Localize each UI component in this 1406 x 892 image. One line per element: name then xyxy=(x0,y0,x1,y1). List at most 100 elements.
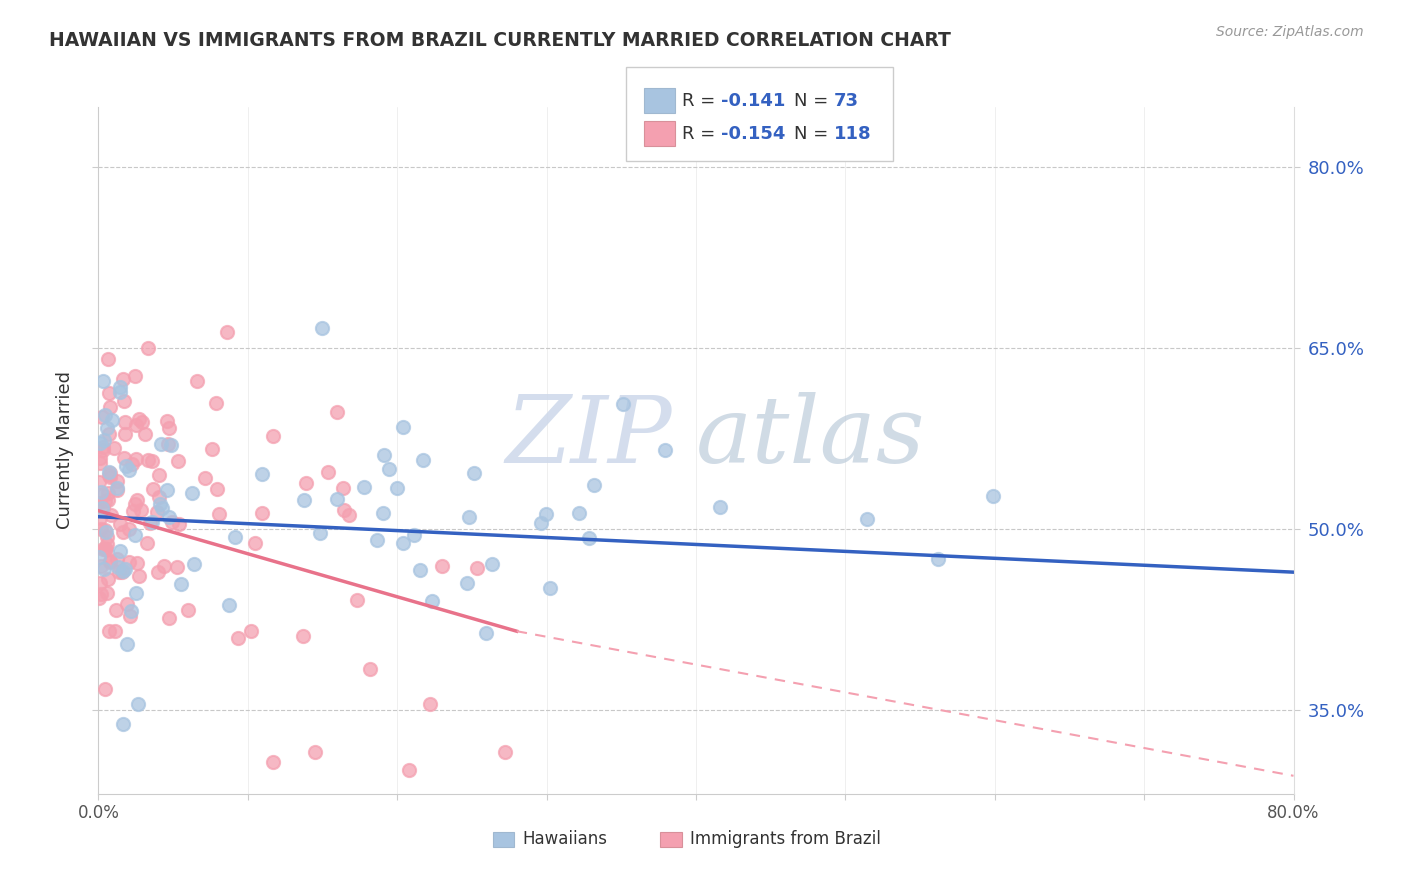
Point xyxy=(142,482,165,496)
Point xyxy=(124,368,146,383)
Point xyxy=(139,516,162,530)
Point xyxy=(97,385,120,400)
Point xyxy=(529,516,551,530)
Point xyxy=(91,409,114,424)
Point xyxy=(90,559,112,574)
Point xyxy=(709,500,731,514)
Point xyxy=(91,542,114,557)
Point xyxy=(120,604,142,618)
Point xyxy=(94,524,117,539)
Point xyxy=(371,506,394,520)
Point xyxy=(100,400,122,414)
Point xyxy=(127,698,149,712)
Point xyxy=(97,352,120,367)
Point xyxy=(90,501,112,516)
Point xyxy=(149,497,172,511)
Point xyxy=(93,434,115,448)
Point xyxy=(146,505,169,519)
Point xyxy=(292,492,315,507)
Point xyxy=(208,507,231,521)
Point xyxy=(262,755,284,769)
Point xyxy=(262,428,284,442)
Point xyxy=(124,497,146,511)
Point xyxy=(97,485,120,500)
Point xyxy=(291,629,314,643)
Point xyxy=(494,745,516,759)
Point xyxy=(373,448,395,462)
Point xyxy=(89,511,111,525)
Point xyxy=(159,610,181,624)
Point xyxy=(124,451,146,466)
Point xyxy=(156,414,179,428)
Point xyxy=(148,490,170,504)
Point xyxy=(89,456,111,470)
Point xyxy=(465,561,488,575)
Point xyxy=(157,421,180,435)
Point xyxy=(91,374,114,388)
Text: R =: R = xyxy=(682,92,721,110)
Point xyxy=(115,597,138,611)
Point xyxy=(391,419,413,434)
Point xyxy=(183,558,205,572)
Point xyxy=(162,515,184,529)
Point xyxy=(146,565,169,579)
Point xyxy=(105,551,128,566)
Point xyxy=(96,421,118,435)
Point xyxy=(105,602,128,616)
Point xyxy=(98,466,121,480)
Point xyxy=(150,501,173,516)
Point xyxy=(96,585,118,599)
Point xyxy=(366,533,388,548)
Point xyxy=(89,475,111,490)
Point xyxy=(100,508,122,522)
Point xyxy=(136,536,159,550)
Point xyxy=(98,427,121,442)
Point xyxy=(243,536,266,550)
Point xyxy=(240,624,263,638)
Point xyxy=(855,512,877,526)
Point xyxy=(353,479,375,493)
Point xyxy=(98,554,121,568)
Point xyxy=(304,745,326,759)
Point xyxy=(359,662,381,676)
Point xyxy=(89,575,111,590)
Point xyxy=(108,565,131,579)
Point xyxy=(104,624,127,639)
Point xyxy=(311,321,333,335)
Point xyxy=(118,608,141,623)
Text: -0.154: -0.154 xyxy=(721,125,786,143)
Point xyxy=(250,467,273,482)
Point xyxy=(205,482,228,496)
Point xyxy=(108,384,131,399)
Point xyxy=(89,435,111,450)
Point xyxy=(141,516,163,530)
Point xyxy=(118,522,141,536)
Point xyxy=(166,560,188,574)
Point xyxy=(121,457,143,471)
Point xyxy=(612,397,634,411)
Point xyxy=(114,562,136,576)
Text: ZIP: ZIP xyxy=(505,392,672,482)
Point xyxy=(93,523,115,537)
Point xyxy=(125,586,148,600)
Point xyxy=(224,530,246,544)
Point xyxy=(156,483,179,497)
Point xyxy=(177,603,200,617)
Point xyxy=(392,536,415,550)
Point xyxy=(108,544,131,558)
Point xyxy=(409,563,432,577)
Point xyxy=(114,427,136,442)
Point xyxy=(157,510,180,524)
Point xyxy=(534,507,557,521)
Point xyxy=(156,437,179,451)
Point xyxy=(420,594,443,608)
Point xyxy=(160,438,183,452)
Point xyxy=(97,624,120,639)
Point xyxy=(568,506,591,520)
Text: Hawaiians: Hawaiians xyxy=(523,830,607,847)
Point xyxy=(94,681,117,696)
Point xyxy=(94,408,117,422)
Point xyxy=(97,465,120,479)
Point xyxy=(430,559,453,574)
Point xyxy=(112,717,135,731)
